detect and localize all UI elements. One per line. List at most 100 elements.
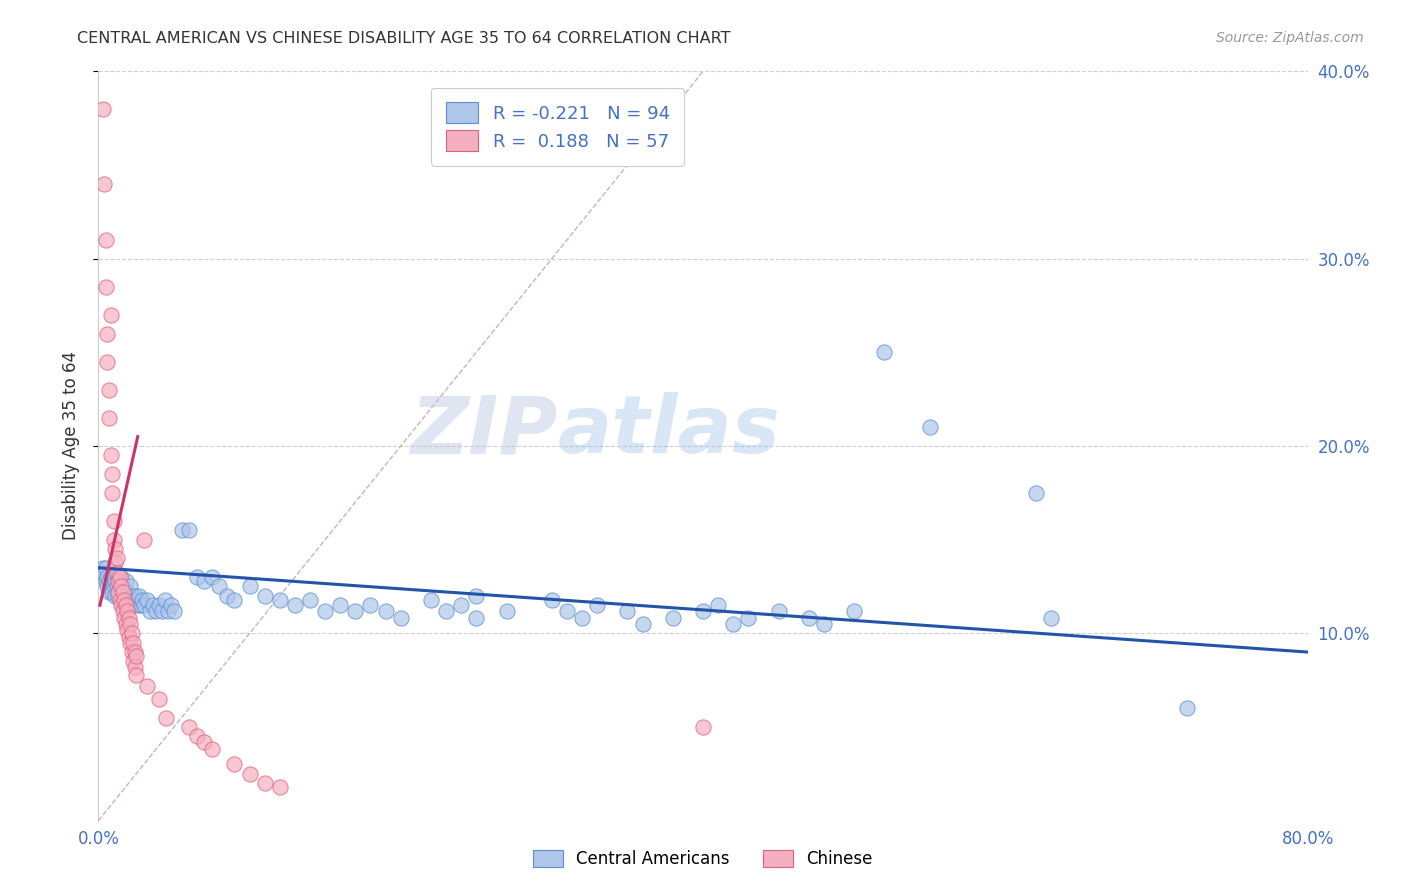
Point bbox=[121, 589, 143, 603]
Point bbox=[96, 580, 118, 594]
Point bbox=[239, 580, 262, 594]
Point bbox=[122, 599, 145, 613]
Point bbox=[94, 574, 117, 588]
Point bbox=[124, 645, 146, 659]
Point bbox=[122, 635, 145, 649]
Point bbox=[94, 280, 117, 294]
Point bbox=[101, 467, 124, 482]
Point bbox=[571, 611, 593, 625]
Point bbox=[105, 580, 128, 594]
Point bbox=[98, 574, 121, 588]
Point bbox=[768, 604, 790, 618]
Point bbox=[118, 611, 141, 625]
Point bbox=[124, 660, 146, 674]
Point bbox=[797, 611, 820, 625]
Point bbox=[101, 585, 124, 599]
Point bbox=[107, 585, 129, 599]
Point bbox=[495, 604, 517, 618]
Point bbox=[148, 692, 170, 706]
Point bbox=[111, 580, 134, 594]
Point bbox=[107, 589, 129, 603]
Point bbox=[616, 604, 638, 618]
Point bbox=[193, 735, 215, 749]
Point bbox=[193, 574, 215, 588]
Point bbox=[124, 589, 146, 603]
Point bbox=[121, 626, 143, 640]
Point bbox=[179, 720, 201, 734]
Point bbox=[540, 592, 562, 607]
Y-axis label: Disability Age 35 to 64: Disability Age 35 to 64 bbox=[62, 351, 80, 541]
Point bbox=[707, 599, 730, 613]
Point bbox=[586, 599, 609, 613]
Point bbox=[93, 177, 115, 191]
Point bbox=[100, 308, 122, 322]
Point bbox=[94, 561, 117, 575]
Point bbox=[450, 599, 472, 613]
Point bbox=[1039, 611, 1062, 625]
Point bbox=[91, 561, 114, 575]
Point bbox=[112, 592, 135, 607]
Point bbox=[111, 604, 134, 618]
Legend: R = -0.221   N = 94, R =  0.188   N = 57: R = -0.221 N = 94, R = 0.188 N = 57 bbox=[432, 88, 685, 166]
Point bbox=[103, 533, 125, 547]
Point bbox=[813, 617, 835, 632]
Point bbox=[111, 585, 134, 599]
Point bbox=[128, 589, 150, 603]
Point bbox=[420, 592, 443, 607]
Point bbox=[125, 667, 148, 681]
Text: CENTRAL AMERICAN VS CHINESE DISABILITY AGE 35 TO 64 CORRELATION CHART: CENTRAL AMERICAN VS CHINESE DISABILITY A… bbox=[77, 31, 731, 46]
Point bbox=[110, 580, 132, 594]
Point bbox=[98, 383, 121, 397]
Point bbox=[155, 710, 177, 724]
Point bbox=[465, 611, 488, 625]
Text: atlas: atlas bbox=[558, 392, 780, 470]
Point bbox=[465, 589, 488, 603]
Point bbox=[125, 592, 148, 607]
Point bbox=[101, 486, 124, 500]
Point bbox=[844, 604, 866, 618]
Point bbox=[98, 411, 121, 425]
Point bbox=[253, 776, 276, 790]
Point bbox=[110, 592, 132, 607]
Point bbox=[692, 604, 714, 618]
Point bbox=[110, 570, 132, 584]
Point bbox=[103, 514, 125, 528]
Point bbox=[269, 780, 291, 794]
Point bbox=[555, 604, 578, 618]
Point bbox=[125, 648, 148, 663]
Point bbox=[156, 604, 179, 618]
Point bbox=[723, 617, 745, 632]
Point bbox=[115, 604, 138, 618]
Point bbox=[170, 524, 193, 538]
Point bbox=[131, 592, 153, 607]
Point bbox=[93, 566, 115, 581]
Point bbox=[142, 599, 165, 613]
Point bbox=[107, 570, 129, 584]
Point bbox=[108, 570, 131, 584]
Point bbox=[107, 574, 129, 588]
Point bbox=[112, 589, 135, 603]
Point bbox=[101, 574, 124, 588]
Point bbox=[434, 604, 457, 618]
Point bbox=[120, 580, 142, 594]
Point bbox=[94, 233, 117, 247]
Point bbox=[127, 599, 149, 613]
Point bbox=[122, 655, 145, 669]
Point bbox=[215, 589, 238, 603]
Point bbox=[269, 592, 291, 607]
Point bbox=[299, 592, 322, 607]
Point bbox=[201, 570, 224, 584]
Text: ZIP: ZIP bbox=[411, 392, 558, 470]
Point bbox=[121, 645, 143, 659]
Point bbox=[129, 599, 152, 613]
Point bbox=[115, 585, 138, 599]
Point bbox=[360, 599, 382, 613]
Point bbox=[112, 611, 135, 625]
Point bbox=[114, 599, 136, 613]
Point bbox=[98, 585, 121, 599]
Point bbox=[150, 604, 173, 618]
Point bbox=[110, 599, 132, 613]
Point bbox=[105, 551, 128, 566]
Point bbox=[692, 720, 714, 734]
Point bbox=[120, 617, 142, 632]
